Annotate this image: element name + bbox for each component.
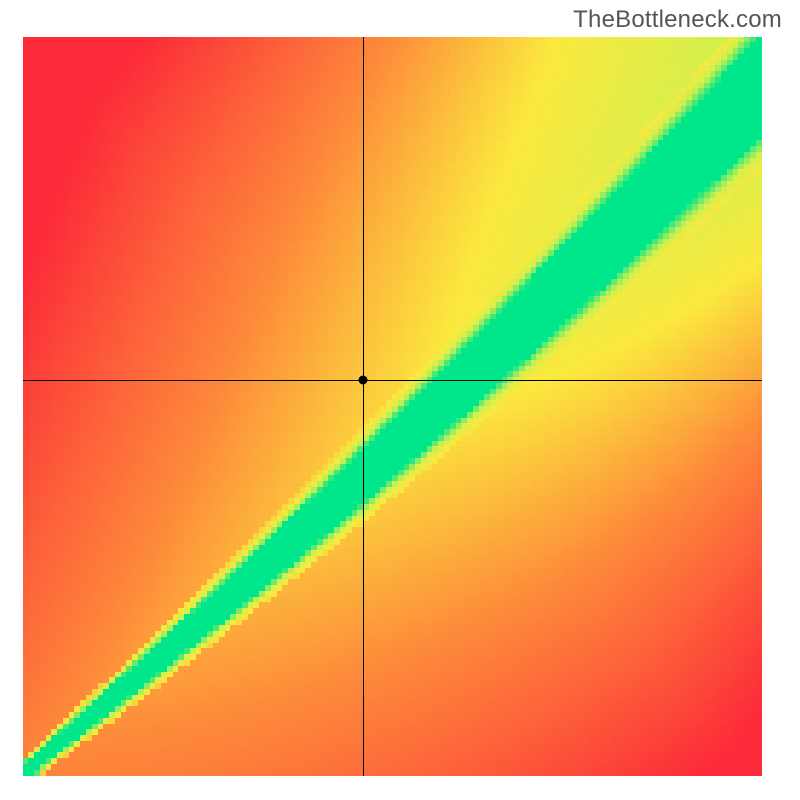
crosshair-vertical [363,37,364,776]
marker-dot [358,375,367,384]
watermark-text: TheBottleneck.com [573,6,782,34]
chart-container: TheBottleneck.com [0,0,800,800]
plot-area [23,37,762,776]
crosshair-horizontal [23,380,762,381]
heatmap-canvas [23,37,762,776]
